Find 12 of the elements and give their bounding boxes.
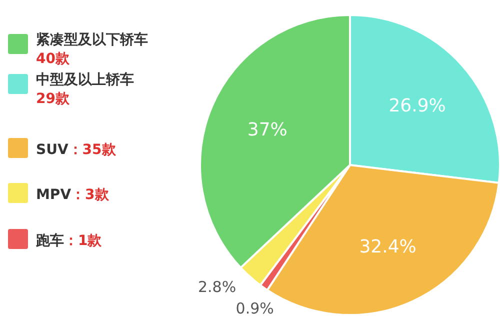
legend-label: 中型及以上轿车 (36, 71, 134, 88)
legend-label: 紧凑型及以下轿车 (36, 31, 148, 48)
data-label: 0.9% (236, 300, 274, 318)
data-label: 26.9% (388, 95, 446, 116)
data-label: 37% (247, 119, 288, 140)
text: ：1款 (64, 233, 102, 249)
data-label: 32.4% (359, 236, 416, 258)
text: ：35款 (68, 142, 116, 158)
data-label: 2.8% (198, 278, 236, 296)
text: 40款 (36, 51, 70, 67)
text: 29款 (36, 91, 70, 107)
text: ：3款 (71, 187, 109, 203)
